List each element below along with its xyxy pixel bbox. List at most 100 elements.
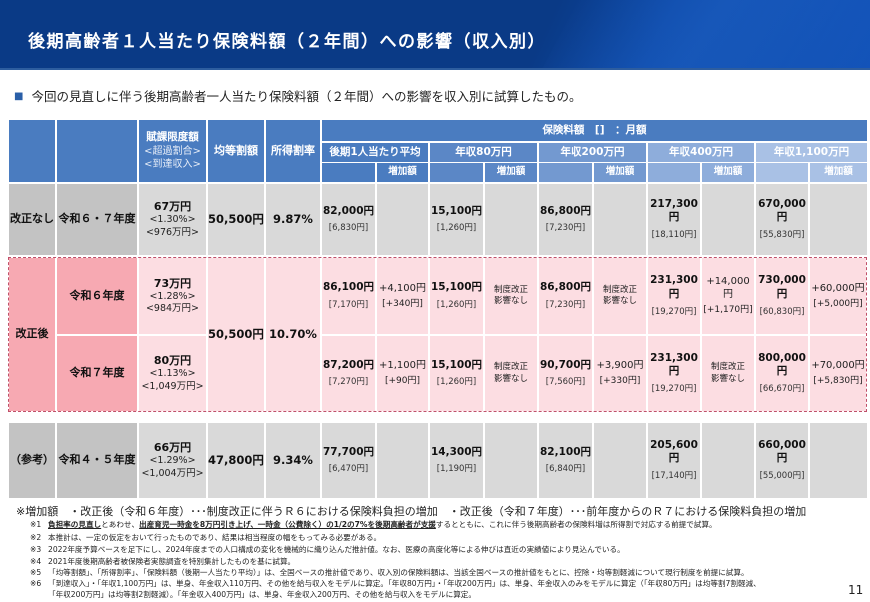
header-400-increase: 増加額 <box>702 163 754 182</box>
row-no-reform-400-increase <box>702 184 754 255</box>
header-limit: 賦課限度額 <超過割合> <到達収入> <box>139 120 206 182</box>
footnote-3: ※3 2022年度予算ベースを足下にし、2024年度までの人口構成の変化を機械的に… <box>30 544 625 555</box>
monthly: [1,260円] <box>436 223 477 234</box>
row-r6-80: 15,100円 [1,260円] <box>430 258 483 334</box>
row-no-reform-equal: 50,500円 <box>208 184 264 255</box>
footnote-text: とあわせ、 <box>101 520 140 529</box>
row-r6-avg: 86,100円 [7,170円] <box>322 258 375 334</box>
amount: 670,000円 <box>758 197 806 224</box>
header-80-increase: 増加額 <box>485 163 537 182</box>
row-r7-year: 令和７年度 <box>57 336 137 411</box>
row-r7-1100-increase: +70,000円 [+5,830円] <box>810 336 866 411</box>
row-r6-80-increase: 制度改正 影響なし <box>485 258 537 334</box>
row-no-reform-1100: 670,000円 [55,830円] <box>756 184 808 255</box>
monthly: [55,830円] <box>759 230 805 241</box>
amount: 86,800円 <box>539 204 592 217</box>
row-reference-400: 205,600円 [17,140円] <box>648 423 700 498</box>
footnote-6-cont: 「年収200万円」は均等割2割軽減）。「年金収入400万円」は、単身、年金収入2… <box>30 589 476 600</box>
row-reference-group: （参考） <box>9 423 55 498</box>
lead-label: 今回の見直しに伴う後期高齢者一人当たり保険料額（２年間）への影響を収入別に試算し… <box>31 89 582 104</box>
increase-monthly: [+90円] <box>384 376 421 387</box>
row-r6-1100: 730,000円 [60,830円] <box>756 258 808 334</box>
amount: 15,100円 <box>430 204 483 217</box>
row-r7-avg: 87,200円 [7,270円] <box>322 336 375 411</box>
row-reference-avg: 77,700円 [6,470円] <box>322 423 375 498</box>
amount: 86,100円 <box>322 281 375 294</box>
row-r7-80-increase: 制度改正 影響なし <box>485 336 537 411</box>
amount: 86,800円 <box>539 281 592 294</box>
footnote-2: ※2 本推計は、一定の仮定をおいて行ったものであり、結果は相当程度の幅をもってみる… <box>30 532 381 543</box>
footnote-emphasis: 出産育児一時金を8万円引き上げ、一時金（公費除く）の1/2の7%を後期高齢者が支… <box>139 520 436 529</box>
increase-amount: +3,900円 <box>596 360 644 372</box>
footnote-text: 本推計は、一定の仮定をおいて行ったものであり、結果は相当程度の幅をもってみる必要… <box>48 533 382 542</box>
limit-rate: <1.28%> <box>149 290 196 302</box>
increase-monthly: [+1,170円] <box>703 305 753 316</box>
amount: 730,000円 <box>758 274 806 300</box>
monthly: [6,830円] <box>328 223 369 234</box>
monthly: [7,560円] <box>545 377 586 388</box>
row-no-reform-income-rate: 9.87% <box>266 184 320 255</box>
row-reference-400-increase <box>702 423 754 498</box>
increase-monthly: [+5,000円] <box>813 298 863 309</box>
row-r6-avg-increase: +4,100円 [+340円] <box>377 258 428 334</box>
row-no-reform-200: 86,800円 [7,230円] <box>539 184 592 255</box>
monthly: [19,270円] <box>651 384 697 395</box>
monthly: [18,110円] <box>651 230 697 241</box>
row-no-reform-group: 改正なし <box>9 184 55 255</box>
header-avg: 後期1人当たり平均 <box>322 143 428 162</box>
row-reference-80: 14,300円 [1,190円] <box>430 423 483 498</box>
increase-amount: +14,000円 <box>706 276 750 301</box>
header-limit-label: 賦課限度額 <box>146 131 199 144</box>
row-no-reform-80-increase <box>485 184 537 255</box>
row-r6-year: 令和６年度 <box>57 258 137 334</box>
limit-value: 73万円 <box>153 276 192 290</box>
row-r7-limit: 80万円 <1.13%> <1,049万円> <box>139 336 206 411</box>
header-limit-sub1: <超過割合> <box>144 145 201 157</box>
header-blank-1 <box>9 120 55 182</box>
footnote-number: ※5 <box>30 568 42 577</box>
title-bar: 後期高齢者１人当たり保険料額（２年間）への影響（収入別） <box>0 0 870 70</box>
row-r7-400-increase: 制度改正 影響なし <box>702 336 754 411</box>
row-no-reform-limit: 67万円 <1.30%> <976万円> <box>139 184 206 255</box>
row-reference-1100-increase <box>810 423 867 498</box>
row-r6-1100-increase: +60,000円 [+5,000円] <box>810 258 866 334</box>
amount: 205,600円 <box>650 438 698 465</box>
amount: 231,300円 <box>650 351 698 378</box>
header-1100-increase: 増加額 <box>810 163 867 182</box>
limit-income: <1,049万円> <box>141 380 204 392</box>
row-reform-income-rate: 10.70% <box>266 258 320 411</box>
row-r7-200: 90,700円 [7,560円] <box>539 336 592 411</box>
monthly: [55,000円] <box>759 471 805 482</box>
amount: 82,000円 <box>322 204 375 217</box>
row-no-reform-year: 令和６・７年度 <box>57 184 137 255</box>
limit-income: <1,004万円> <box>141 467 204 479</box>
row-reference-1100: 660,000円 [55,000円] <box>756 423 808 498</box>
footnote-text: 「年収200万円」は均等割2割軽減）。「年金収入400万円」は、単身、年金収入2… <box>48 590 476 599</box>
limit-income: <976万円> <box>145 226 200 238</box>
monthly: [1,190円] <box>436 464 477 475</box>
header-premium-group: 保険料額 [] ：月額 <box>322 120 867 141</box>
footnote-1: ※1 負担率の見直しとあわせ、出産育児一時金を8万円引き上げ、一時金（公費除く）の… <box>30 519 717 530</box>
footnote-number: ※6 <box>30 579 42 588</box>
increase-amount: +4,100円 <box>378 282 426 294</box>
amount: 77,700円 <box>322 445 375 458</box>
monthly: [6,840円] <box>545 464 586 475</box>
row-r6-400-increase: +14,000円 [+1,170円] <box>702 258 754 334</box>
monthly: [1,260円] <box>436 377 477 388</box>
monthly: [7,230円] <box>545 223 586 234</box>
increase-amount: +70,000円 <box>811 360 865 372</box>
row-reference-equal: 47,800円 <box>208 423 264 498</box>
header-income-rate: 所得割率 <box>266 120 320 182</box>
header-200-increase: 増加額 <box>594 163 646 182</box>
footnote-number: ※1 <box>30 520 42 529</box>
row-r7-1100: 800,000円 [66,670円] <box>756 336 808 411</box>
header-1100-blank <box>756 163 808 182</box>
row-r6-limit: 73万円 <1.28%> <984万円> <box>139 258 206 334</box>
limit-value: 80万円 <box>153 354 192 367</box>
monthly: [6,470円] <box>328 464 369 475</box>
bullet-icon: ■ <box>14 91 24 102</box>
footnote-number: ※3 <box>30 545 42 554</box>
amount: 90,700円 <box>539 358 592 371</box>
header-income-200: 年収200万円 <box>539 143 646 162</box>
monthly: [17,140円] <box>651 471 697 482</box>
